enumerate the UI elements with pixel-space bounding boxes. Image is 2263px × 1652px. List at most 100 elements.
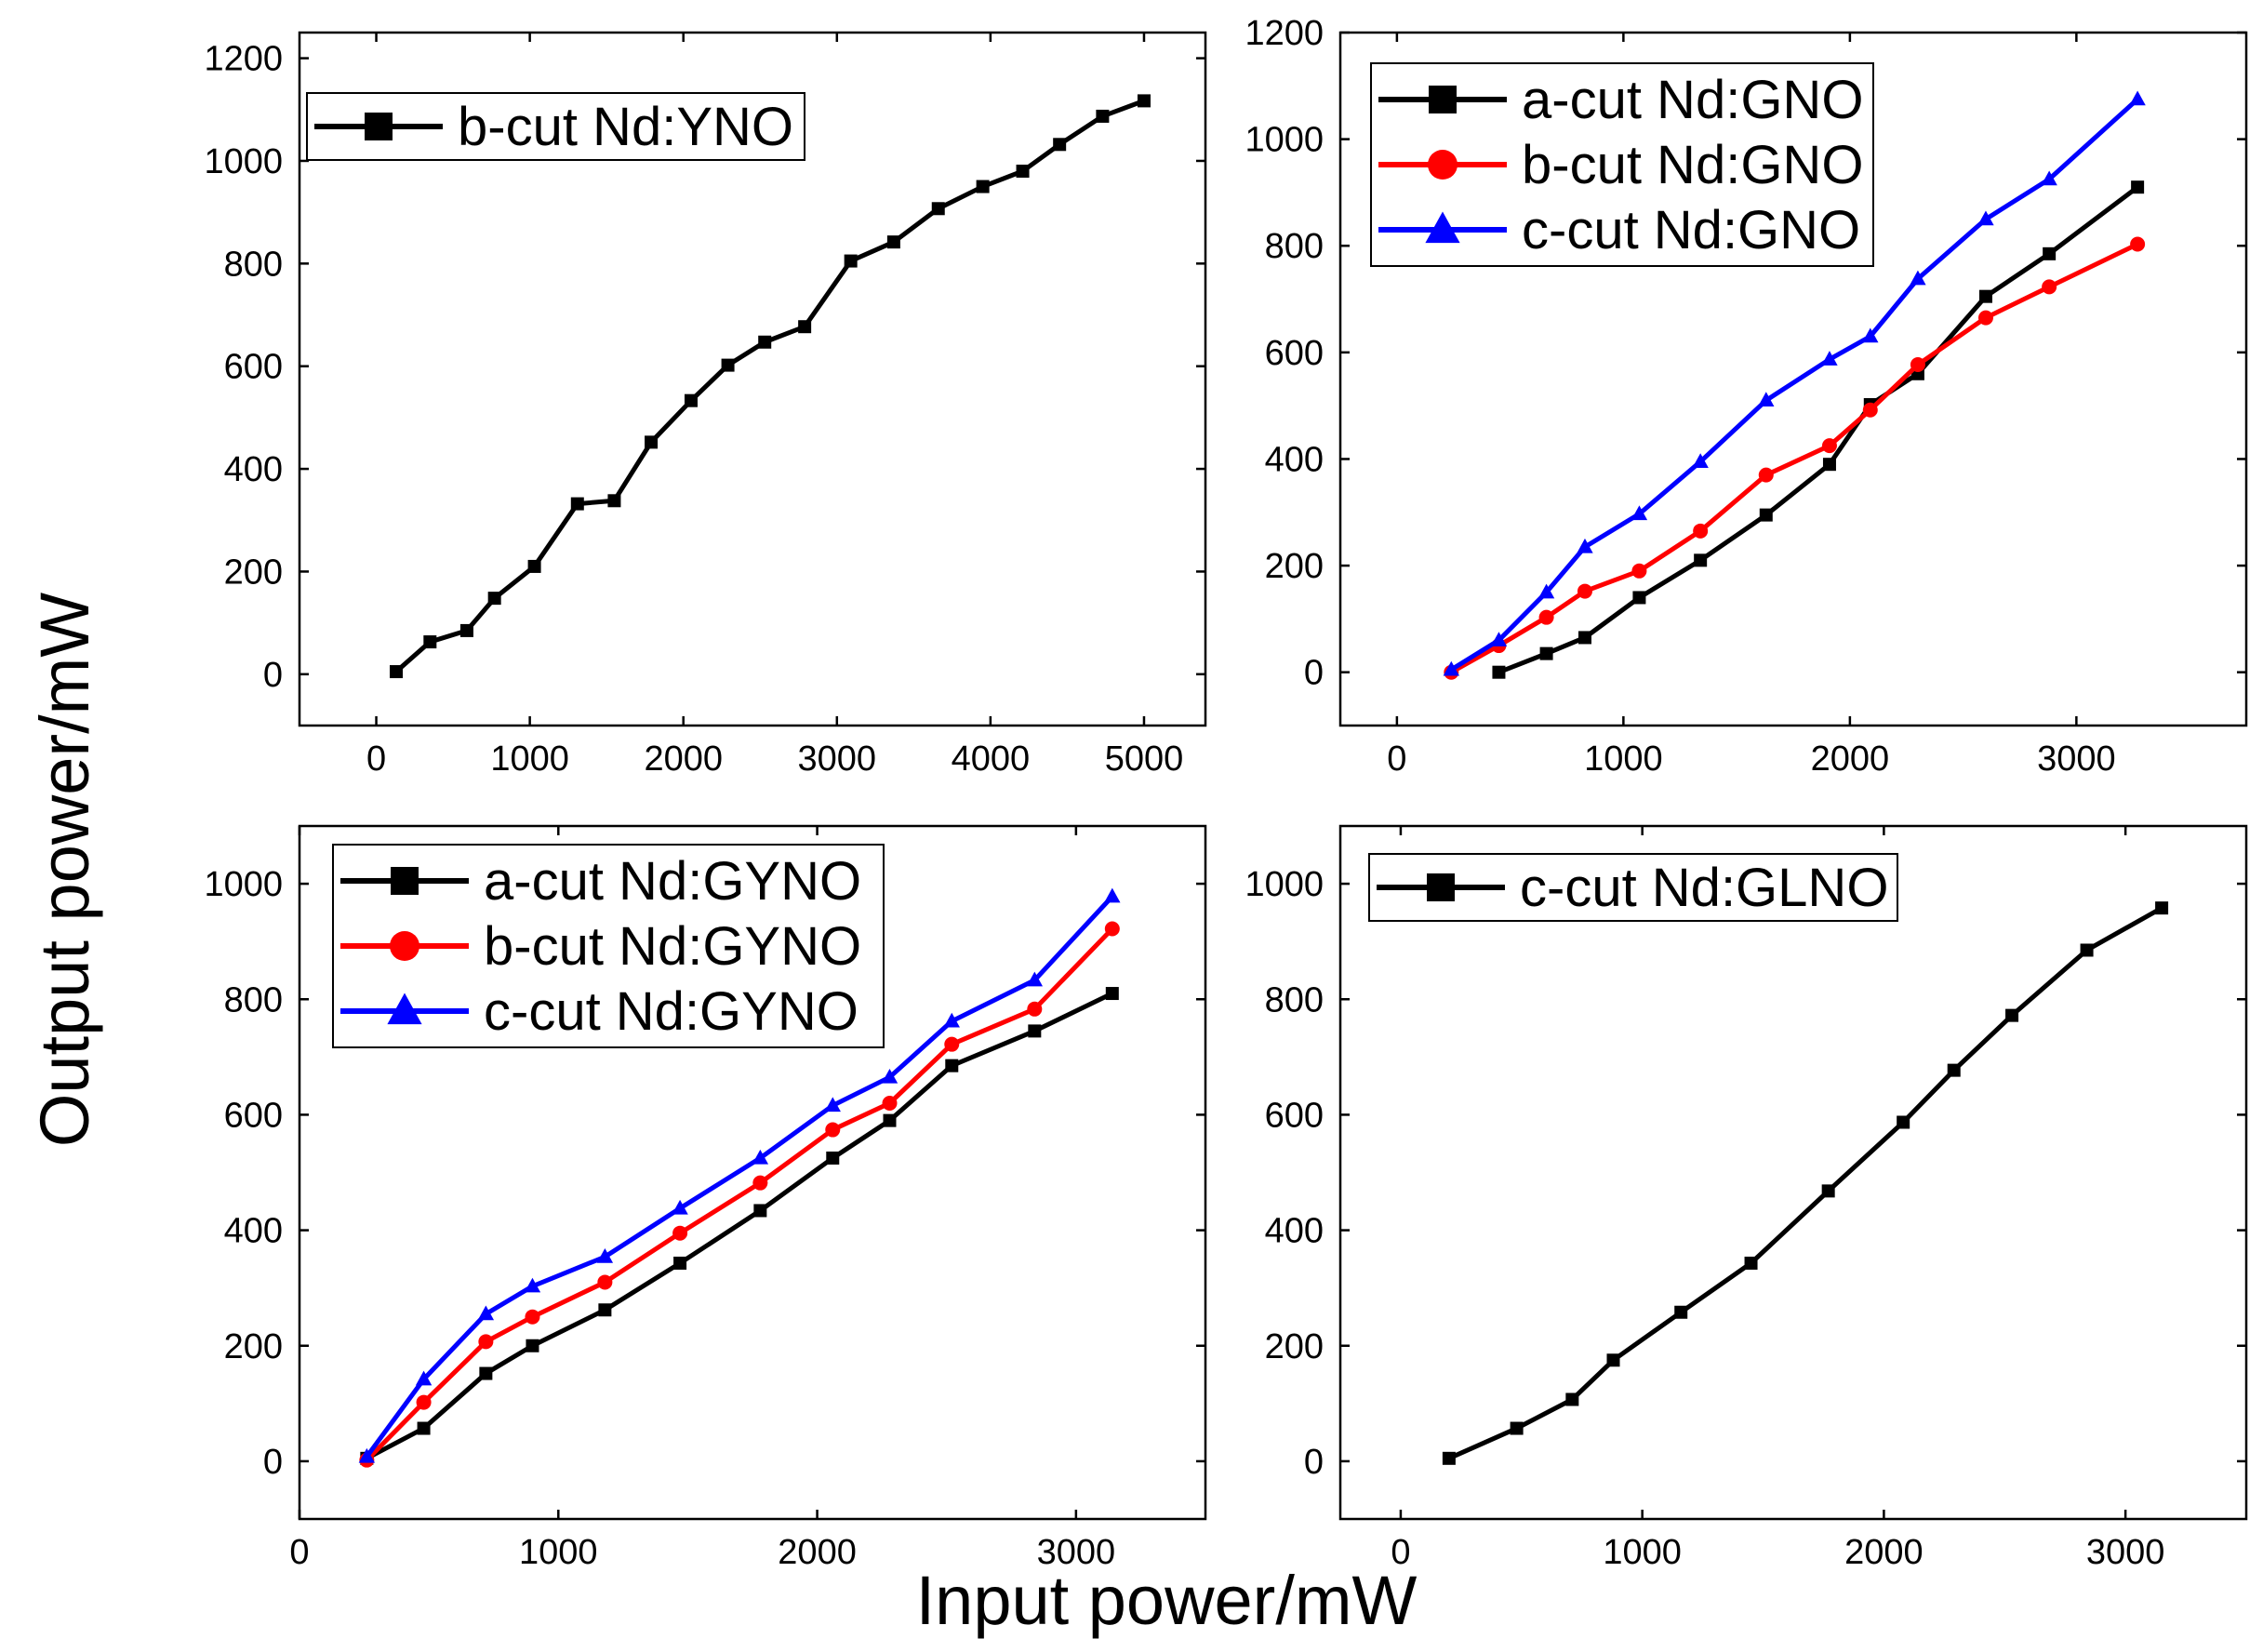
data-point xyxy=(524,1277,541,1293)
data-point xyxy=(976,180,990,193)
data-point xyxy=(415,1370,433,1386)
data-point xyxy=(1606,1353,1620,1367)
data-point xyxy=(1631,563,1647,579)
data-point xyxy=(2005,1008,2019,1022)
data-point xyxy=(1631,505,1648,521)
series-c-cut-nd-gyno xyxy=(358,887,1121,1463)
y-axis-label: Output power/mW xyxy=(26,593,103,1147)
data-point xyxy=(931,202,945,216)
data-point xyxy=(1910,357,1925,373)
data-point xyxy=(752,1149,769,1165)
y-tick-label: 0 xyxy=(263,656,283,695)
x-tick-label: 2000 xyxy=(1811,739,1890,779)
legend-label: b-cut Nd:GYNO xyxy=(484,916,861,977)
data-point xyxy=(798,320,812,334)
data-point xyxy=(1104,887,1121,903)
y-tick-label: 1200 xyxy=(204,40,283,79)
data-point xyxy=(1821,1184,1835,1198)
y-tick-label: 400 xyxy=(224,1212,283,1251)
legend-swatch-marker xyxy=(365,113,393,140)
y-tick-label: 1200 xyxy=(1245,14,1324,53)
x-tick-label: 1000 xyxy=(1584,739,1663,779)
data-point xyxy=(1758,392,1775,407)
data-point xyxy=(673,1256,687,1270)
data-point xyxy=(882,1096,898,1111)
legend-swatch-marker xyxy=(390,931,419,961)
data-point xyxy=(2080,943,2094,957)
data-point xyxy=(672,1199,688,1215)
data-point xyxy=(1692,453,1709,468)
y-tick-label: 800 xyxy=(1265,227,1324,266)
panel-top-right-chart: 0 1000 2000 3000 0 200 400 600 800 1000 1200 a-cut … xyxy=(1245,14,2248,779)
x-tick-label: 2000 xyxy=(1844,1533,1924,1572)
data-point xyxy=(1758,467,1774,483)
data-point xyxy=(597,1274,613,1290)
data-point xyxy=(1759,508,1773,522)
y-tick-label: 400 xyxy=(224,450,283,489)
series-line xyxy=(366,991,1113,1461)
series-line xyxy=(365,926,1114,1462)
data-point xyxy=(2043,246,2057,260)
y-tick-label: 1000 xyxy=(1245,121,1324,160)
legend: c-cut Nd:GLNO xyxy=(1368,853,1898,922)
x-tick-label: 3000 xyxy=(798,739,877,779)
data-point xyxy=(2155,901,2169,915)
data-point xyxy=(1442,1451,1456,1465)
legend-swatch-marker xyxy=(1425,211,1460,244)
data-point xyxy=(844,254,858,268)
legend-swatch-marker xyxy=(1428,150,1458,180)
data-point xyxy=(1744,1256,1758,1270)
data-point xyxy=(598,1303,612,1317)
y-tick-label: 400 xyxy=(1265,1212,1324,1251)
data-point xyxy=(570,497,584,511)
data-point xyxy=(487,592,501,606)
data-point xyxy=(752,1175,768,1191)
legend-label: c-cut Nd:GLNO xyxy=(1520,858,1888,918)
data-point xyxy=(527,559,541,573)
data-point xyxy=(459,623,473,637)
panel-top-left-chart: 0 1000 2000 3000 4000 5000 0 200 400 600 800 1000 12… xyxy=(204,31,1207,779)
data-point xyxy=(607,494,621,508)
series-line xyxy=(1447,905,2163,1461)
data-point xyxy=(1862,327,1879,343)
data-point xyxy=(945,1059,959,1072)
data-point xyxy=(1577,538,1593,553)
data-point xyxy=(1016,165,1030,178)
legend: b-cut Nd:YNO xyxy=(306,92,805,161)
legend-label: a-cut Nd:GNO xyxy=(1522,70,1863,130)
series-b-cut-nd-yno xyxy=(390,94,1151,679)
data-point xyxy=(2130,236,2146,252)
x-tick-label: 1000 xyxy=(519,1533,598,1572)
x-tick-label: 0 xyxy=(1391,1533,1410,1572)
data-point xyxy=(1577,583,1592,599)
data-point xyxy=(886,235,900,249)
legend-swatch-marker xyxy=(391,867,419,895)
data-point xyxy=(1862,402,1878,418)
data-point xyxy=(1947,1063,1961,1077)
x-tick-label: 2000 xyxy=(644,739,723,779)
y-tick-label: 200 xyxy=(1265,547,1324,586)
series-c-cut-nd-glno xyxy=(1442,901,2169,1465)
data-point xyxy=(416,1394,432,1410)
y-tick-label: 600 xyxy=(1265,334,1324,373)
series-b-cut-nd-gyno xyxy=(359,921,1120,1468)
data-point xyxy=(1978,289,1992,303)
x-tick-label: 0 xyxy=(1387,739,1406,779)
data-point xyxy=(758,335,772,349)
data-point xyxy=(2129,90,2146,106)
data-point xyxy=(883,1113,897,1127)
data-point xyxy=(526,1339,539,1352)
y-tick-label: 600 xyxy=(224,1096,283,1135)
legend-label: a-cut Nd:GYNO xyxy=(484,851,861,912)
y-tick-label: 400 xyxy=(1265,440,1324,479)
data-point xyxy=(1137,94,1151,108)
data-point xyxy=(478,1334,494,1350)
y-tick-label: 200 xyxy=(224,553,283,592)
x-tick-label: 4000 xyxy=(952,739,1031,779)
data-point xyxy=(1492,665,1506,679)
data-point xyxy=(753,1204,767,1218)
y-tick-label: 200 xyxy=(1265,1327,1324,1366)
data-point xyxy=(1096,109,1110,123)
